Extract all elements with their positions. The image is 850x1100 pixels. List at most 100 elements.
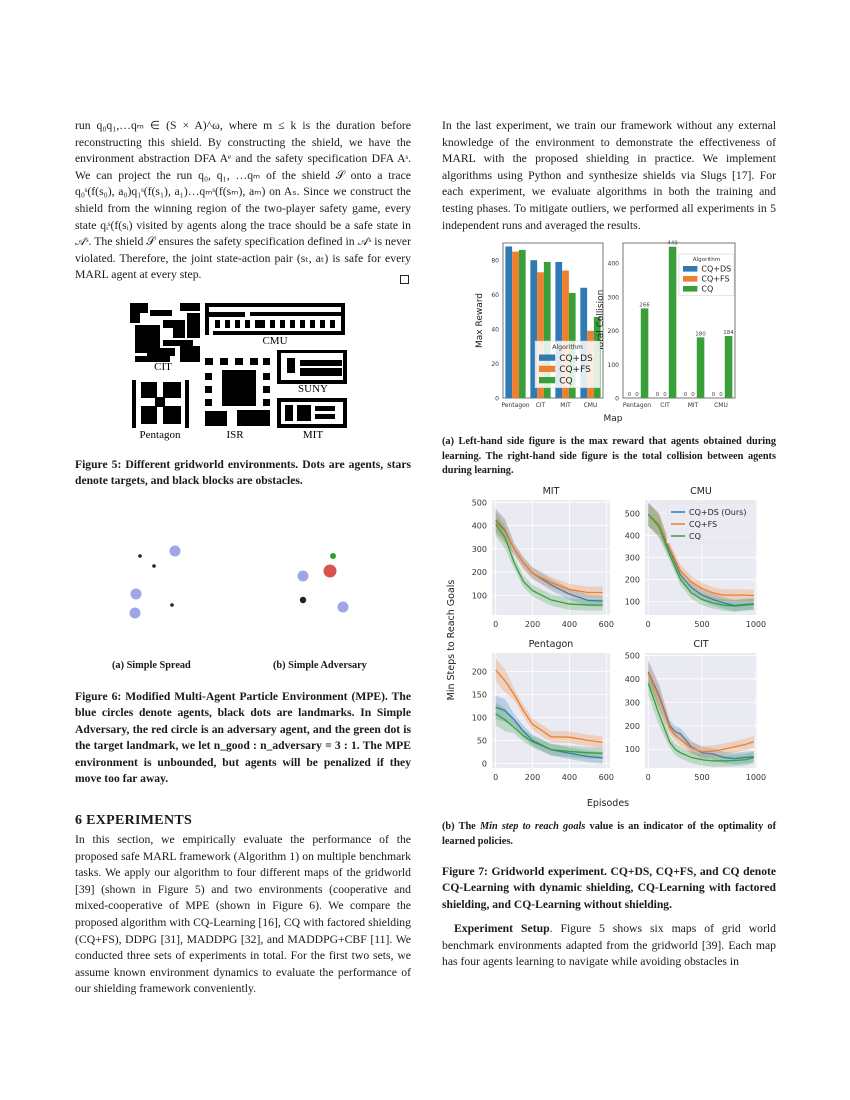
map-cmu [205,303,345,335]
bar-data-label: 184 [723,330,734,336]
figure-5-caption: Figure 5: Different gridworld environmen… [75,458,411,488]
bar-cq-fs [537,272,544,398]
series-line-cq-fs [495,669,603,743]
map-label-mit: MIT [303,429,323,441]
legend-label: CQ [559,376,572,386]
y-tick-label: 60 [491,292,499,299]
x-tick-label: 400 [562,773,577,782]
x-tick-label: 500 [694,773,709,782]
paragraph-text: . Figure 5 shows six maps of grid world … [442,922,776,969]
proof-paragraph: run q₀q₁,…qₘ ∈ (S × A)^ω, where m ≤ k is… [75,119,411,282]
agent-circle [297,570,309,582]
y-tick-label: 500 [625,651,640,660]
bar-cq [724,336,733,398]
experiments-paragraph: In this section, we empirically evaluate… [75,833,411,996]
y-tick-label: 0 [482,759,487,768]
chart-title: MIT [543,486,560,497]
y-tick-label: 400 [608,261,620,268]
bar-data-label: 449 [667,241,678,247]
legend-label: CQ+DS [701,265,731,274]
y-tick-label: 500 [625,509,640,518]
series-line-cq-fs [647,513,754,597]
legend-swatch [539,365,556,373]
legend-title: Algorithm [693,257,720,263]
chart-title: CMU [690,486,712,497]
x-tick-label: 200 [525,620,540,629]
figure-7b-caption: (b) The Min step to reach goals value is… [442,820,776,849]
bar-data-label: 0 [691,392,695,398]
adversary-circle [323,564,337,578]
legend-label: CQ+FS [689,520,717,529]
y-tick-label: 100 [625,745,640,754]
bar-cq [668,246,677,398]
confidence-band [648,660,754,765]
legend-title: Algorithm [552,344,583,351]
confidence-band [648,661,754,758]
x-tick-label: 200 [525,773,540,782]
series-line-cq [495,524,603,606]
agent-circle [337,601,349,613]
legend-label: CQ+FS [701,275,729,284]
legend-label: CQ [689,532,701,541]
y-tick-label: 500 [472,498,487,507]
map-isr [205,358,270,426]
map-cit [130,303,200,362]
y-tick-label: 300 [625,698,640,707]
x-tick-label: 1000 [746,773,766,782]
y-tick-label: 300 [625,554,640,563]
series-line-cq [495,713,603,754]
legend-label: CQ+FS [559,365,591,375]
plot-background [492,653,610,768]
landmark-dot [299,596,307,604]
y-tick-label: 100 [625,598,640,607]
qed-box-icon [400,275,409,284]
x-axis-label: Episodes [587,798,629,809]
bar-data-label: 0 [684,392,688,398]
series-line-cq [647,683,754,762]
bar-cq-ds [555,261,563,398]
x-tick-label: 0 [493,620,498,629]
x-tick-label: CMU [584,402,598,409]
y-tick-label: 400 [625,675,640,684]
x-tick-label: 1000 [746,620,766,629]
y-tick-label: 100 [472,591,487,600]
bar-cq [696,337,705,398]
legend-label: CQ+DS (Ours) [689,508,746,517]
y-tick-label: 40 [491,327,499,334]
landmark-dot [138,554,142,558]
bar-data-label: 0 [628,392,632,398]
bar-cq-ds [505,246,513,398]
legend-swatch [683,276,698,282]
confidence-band [495,508,603,607]
y-tick-label: 400 [625,531,640,540]
confidence-band [495,512,603,611]
landmark-dot [170,603,174,607]
y-tick-label: 200 [472,568,487,577]
y-tick-label: 20 [491,361,499,368]
legend-swatch [539,354,556,361]
map-suny [277,350,347,384]
bar-data-label: 0 [656,392,660,398]
figure-6b-subcaption: (b) Simple Adversary [273,660,367,671]
x-tick-label: CIT [536,402,546,409]
x-tick-label: 600 [599,773,614,782]
figure-6-caption: Figure 6: Modified Multi-Agent Particle … [75,690,411,786]
map-pentagon [132,380,189,428]
figure-7a-caption: (a) Left-hand side figure is the max rew… [442,436,776,476]
map-mit [277,398,347,428]
series-line-cq-fs [647,672,754,753]
chart-title: Pentagon [529,639,574,650]
left-column-lower-flow: Figure 6: Modified Multi-Agent Particle … [75,689,411,998]
x-tick-label: 0 [493,773,498,782]
caption-emphasis: Min step to reach goals [479,821,586,832]
confidence-band [648,502,754,612]
bar-data-label: 0 [635,392,639,398]
y-axis-label: Total Collision [596,290,606,353]
bar-cq [518,249,526,398]
legend-label: CQ [701,285,713,294]
series-line-cq-fs [495,521,603,594]
series-line-cq [647,513,754,607]
y-tick-label: 50 [477,736,487,745]
legend-swatch [539,377,556,384]
